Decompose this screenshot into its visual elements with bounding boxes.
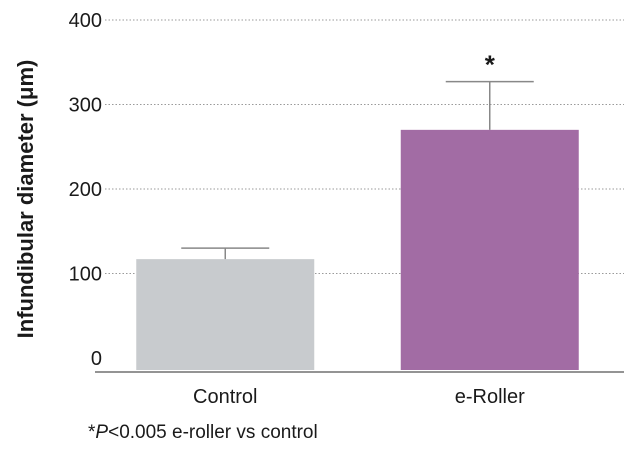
x-tick-label: Control — [193, 386, 257, 408]
y-tick-label: 300 — [69, 95, 102, 117]
bar-control — [136, 259, 315, 370]
footnote: *P<0.005 e-roller vs control — [88, 422, 318, 444]
y-tick-label: 100 — [69, 264, 102, 286]
y-tick-labels: 0 100 200 300 400 — [69, 10, 102, 370]
bar-e-roller — [400, 129, 579, 370]
gridlines — [105, 19, 624, 274]
x-tick-label: e-Roller — [455, 386, 525, 408]
significance-asterisk: * — [485, 50, 496, 80]
y-axis-label: Infundibular diameter (μm) — [13, 60, 38, 339]
bars — [136, 129, 579, 370]
y-tick-label: 400 — [69, 10, 102, 32]
x-tick-labels: Control e-Roller — [193, 386, 525, 408]
significance-markers: * — [485, 50, 496, 80]
error-bars — [181, 80, 534, 260]
y-tick-label: 200 — [69, 179, 102, 201]
y-tick-label: 0 — [91, 348, 102, 370]
footnote-asterisk: * — [88, 422, 96, 443]
footnote-p: P — [95, 422, 109, 443]
footnote-text: <0.005 e-roller vs control — [108, 422, 318, 443]
